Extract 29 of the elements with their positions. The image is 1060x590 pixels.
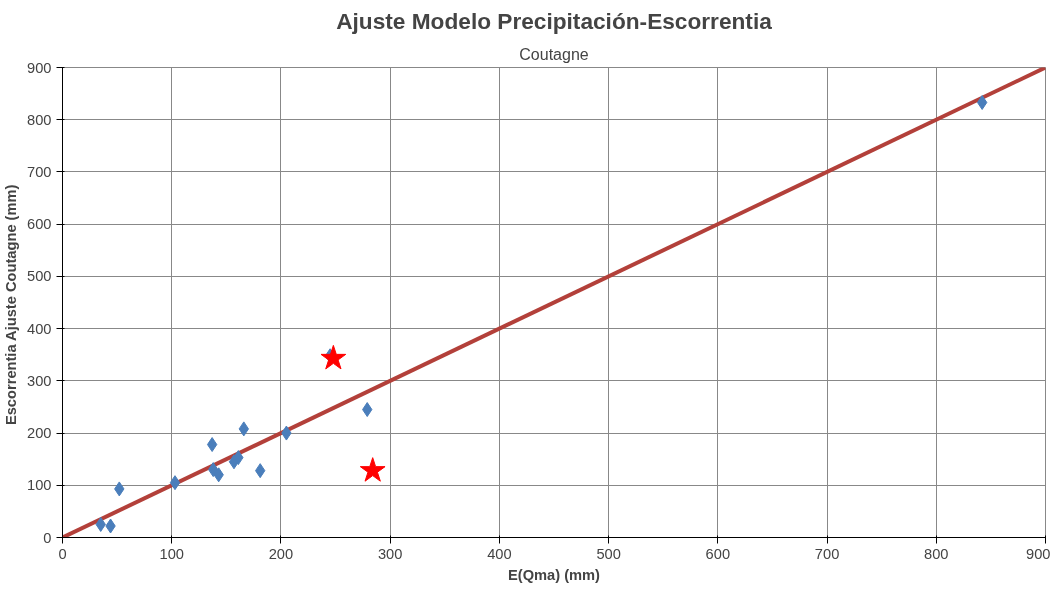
x-tick-label: 0 bbox=[58, 545, 67, 562]
point bbox=[206, 437, 218, 453]
x-tick-label: 300 bbox=[377, 545, 403, 562]
x-tick-label: 100 bbox=[159, 545, 184, 562]
y-tick-label: 300 bbox=[27, 372, 52, 389]
x-axis-title: E(Qma) (mm) bbox=[507, 566, 601, 583]
point bbox=[359, 457, 386, 482]
y-tick-label: 500 bbox=[27, 268, 52, 285]
y-tick-label: 800 bbox=[27, 111, 52, 128]
y-tick-label: 0 bbox=[43, 529, 52, 546]
x-tick-label: 500 bbox=[596, 545, 621, 562]
y-tick-label: 200 bbox=[27, 425, 52, 442]
x-tick-label: 700 bbox=[814, 545, 840, 562]
y-axis-title: Escorrentia Ajuste Coutagne (mm) bbox=[3, 184, 20, 426]
y-tick-label: 700 bbox=[27, 163, 52, 180]
x-tick-label: 200 bbox=[268, 545, 294, 562]
x-tick-label: 800 bbox=[924, 545, 949, 562]
x-tick-label: 400 bbox=[487, 545, 512, 562]
chart-subtitle: Coutagne bbox=[519, 45, 589, 63]
y-tick-label: 400 bbox=[27, 320, 52, 337]
point bbox=[976, 94, 988, 110]
y-tick-label: 600 bbox=[27, 216, 52, 233]
y-tick-label: 900 bbox=[27, 59, 52, 76]
point bbox=[320, 344, 347, 370]
x-tick-label: 600 bbox=[705, 545, 731, 562]
chart-title: Ajuste Modelo Precipitación-Escorrentia bbox=[336, 7, 773, 34]
y-tick-label: 100 bbox=[27, 477, 52, 494]
x-tick-label: 900 bbox=[1026, 545, 1051, 562]
point bbox=[169, 475, 181, 491]
